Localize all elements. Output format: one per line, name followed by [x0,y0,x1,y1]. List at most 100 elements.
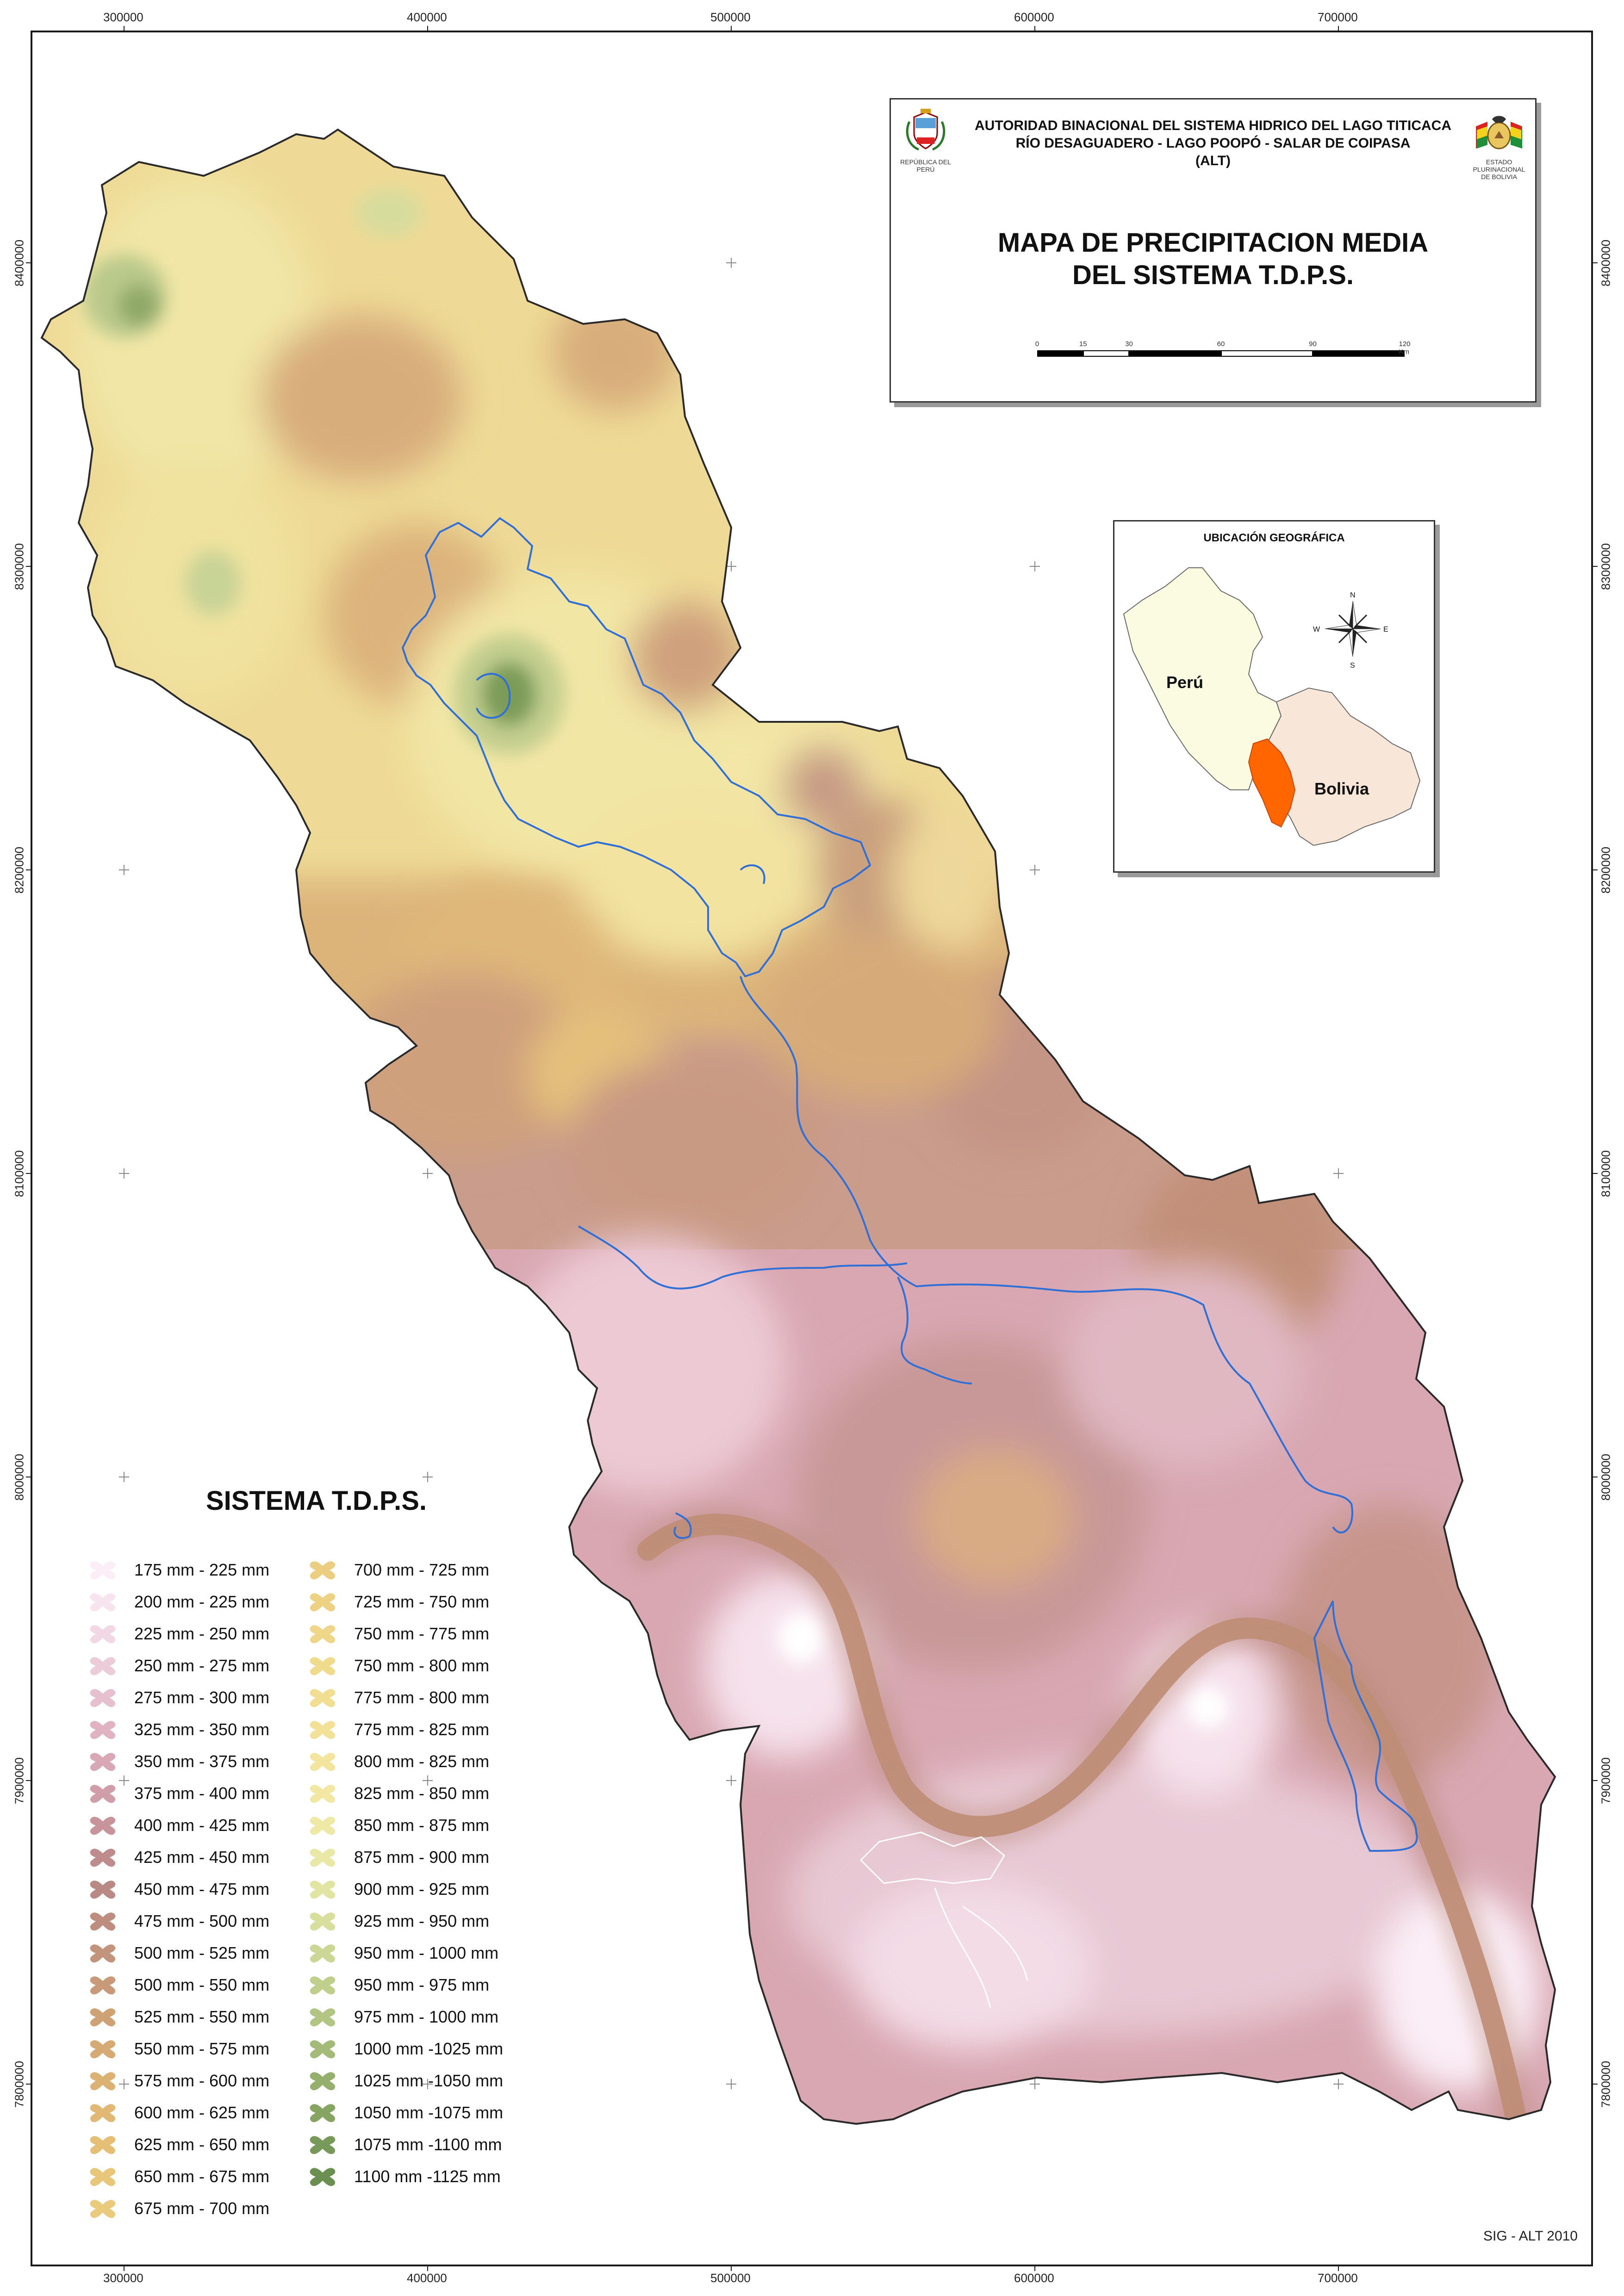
easting-tick [1338,2266,1339,2271]
legend-swatch [308,2071,337,2091]
legend-label: 450 mm - 475 mm [134,1879,270,1899]
legend-item: 450 mm - 475 mm [88,1873,269,1905]
northing-tick [1593,869,1598,870]
legend-label: 925 mm - 950 mm [354,1911,490,1930]
scale-label: 90 [1309,340,1317,348]
legend-swatch [308,2039,337,2059]
legend-item: 900 mm - 925 mm [308,1873,503,1905]
legend-label: 950 mm - 1000 mm [354,1943,499,1962]
label-bolivia: Bolivia [1314,779,1369,798]
legend-label: 550 mm - 575 mm [134,2039,270,2058]
bolivia-emblem: ESTADO PLURINACIONAL DE BOLIVIA [1471,108,1527,180]
easting-tick [731,2266,732,2271]
legend-label: 200 mm - 225 mm [134,1592,270,1611]
title-block: REPÚBLICA DEL PERÚ AUTORIDAD BINACIONAL … [890,98,1537,403]
easting-label: 500000 [710,10,751,24]
scale-segment [1313,350,1405,357]
legend-swatch [88,2135,118,2155]
legend-label: 650 mm - 675 mm [134,2166,270,2186]
legend-swatch [308,1911,337,1931]
graticule-cross [726,1775,736,1786]
river-tributary-south [897,1277,972,1384]
legend-item: 1000 mm -1025 mm [308,2033,503,2065]
river-tributary-west [578,1225,908,1290]
legend-item: 850 mm - 875 mm [308,1809,503,1841]
credit-text: SIG - ALT 2010 [1483,2228,1578,2244]
legend-label: 500 mm - 525 mm [134,1943,270,1962]
legend-label: 800 mm - 825 mm [354,1751,490,1771]
location-inset-map: Perú Bolivia N S E W [1123,567,1421,846]
compass-s: S [1350,662,1355,670]
northing-tick [1593,2084,1598,2085]
easting-tick [1034,2266,1035,2271]
graticule-cross [119,2079,129,2089]
graticule-cross [119,1472,129,1482]
scale-segment [1037,350,1083,357]
northing-tick [1593,262,1598,263]
easting-label: 700000 [1318,2271,1358,2285]
northing-tick [26,869,31,870]
legend-item: 950 mm - 1000 mm [308,1937,503,1969]
legend-swatch [308,2103,337,2123]
easting-tick [427,26,428,31]
compass-n: N [1350,591,1356,599]
desaguadero-river [740,976,1353,1533]
legend-swatch [88,1560,118,1580]
scale-segment [1129,350,1221,357]
legend-item: 500 mm - 550 mm [88,1969,269,2001]
peru-coat-of-arms-icon [906,109,946,151]
legend-item: 775 mm - 800 mm [308,1682,503,1713]
tdps-highlight [1248,738,1296,828]
lake-titicaca-outline [402,517,871,977]
legend-label: 750 mm - 800 mm [354,1656,490,1675]
legend-label: 675 mm - 700 mm [134,2198,270,2218]
poopo-river [1313,1601,1418,1852]
legend-item: 975 mm - 1000 mm [308,2001,503,2033]
legend-swatch [88,1975,118,1995]
easting-label: 400000 [407,2271,447,2285]
legend-label: 575 mm - 600 mm [134,2071,270,2090]
legend-label: 325 mm - 350 mm [134,1719,270,1739]
legend-label: 625 mm - 650 mm [134,2135,270,2154]
legend-swatch [88,1624,118,1644]
easting-label: 700000 [1318,10,1358,24]
peru-shape [1123,567,1282,790]
legend-item: 650 mm - 675 mm [88,2160,269,2192]
lake-titicaca-interior [476,673,765,884]
legend-swatch [308,1783,337,1804]
easting-label: 300000 [103,2271,143,2285]
location-inset: UBICACIÓN GEOGRÁFICA Perú Bolivia N S E … [1113,520,1435,873]
legend-swatch [88,2166,118,2187]
scale-label: 0 [1035,340,1039,348]
small-lake-west [673,1512,692,1539]
label-peru: Perú [1166,673,1203,692]
legend-swatch [88,2071,118,2091]
graticule-cross [119,1168,129,1179]
northing-tick [26,1780,31,1781]
graticule-cross [726,258,736,268]
legend-swatch [308,2135,337,2155]
legend-item: 675 mm - 700 mm [88,2192,269,2224]
legend-title: SISTEMA T.D.P.S. [206,1486,427,1516]
graticule-cross [1030,865,1040,875]
bolivia-emblem-caption: ESTADO PLURINACIONAL DE BOLIVIA [1471,158,1527,180]
legend-label: 1075 mm -1100 mm [354,2135,502,2154]
legend-label: 225 mm - 250 mm [134,1624,270,1643]
legend-column-2: 700 mm - 725 mm 725 mm - 750 mm 750 mm - 7… [308,1554,503,2192]
legend-label: 1025 mm -1050 mm [354,2071,504,2090]
legend-item: 575 mm - 600 mm [88,2065,269,2097]
legend-label: 900 mm - 925 mm [354,1879,490,1899]
legend-swatch [308,2166,337,2187]
northing-tick [26,1173,31,1174]
org-line-1: AUTORIDAD BINACIONAL DEL SISTEMA HIDRICO… [974,118,1452,133]
legend-item: 1025 mm -1050 mm [308,2065,503,2097]
legend-item: 725 mm - 750 mm [308,1586,503,1618]
org-line-2: RÍO DESAGUADERO - LAGO POOPÓ - SALAR DE … [1015,136,1411,151]
legend-item: 500 mm - 525 mm [88,1937,269,1969]
legend-label: 275 mm - 300 mm [134,1688,270,1707]
legend-label: 250 mm - 275 mm [134,1656,270,1675]
bolivia-emblem-caption-2: DE BOLIVIA [1481,173,1517,180]
legend-swatch [308,1624,337,1644]
legend-swatch [308,1847,337,1868]
